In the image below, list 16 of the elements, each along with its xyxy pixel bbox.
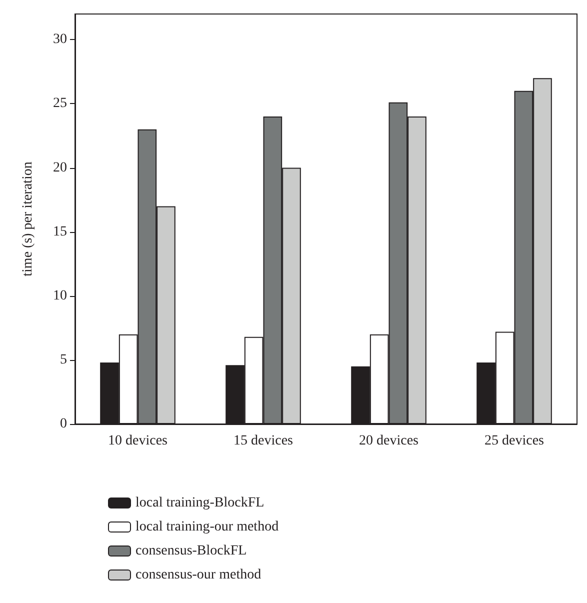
- legend-label: local training-BlockFL: [136, 496, 264, 510]
- y-tick-label: 0: [60, 416, 67, 432]
- y-tick-label: 5: [60, 352, 67, 368]
- x-tick-label: 15 devices: [234, 434, 293, 448]
- y-tick-label: 30: [53, 32, 67, 48]
- legend-label: consensus-BlockFL: [136, 544, 247, 558]
- y-tick-label: 20: [53, 160, 67, 176]
- y-axis-title: time (s) per iteration: [20, 162, 36, 276]
- x-tick-label: 10 devices: [108, 434, 168, 448]
- legend-label: consensus-our method: [136, 568, 262, 582]
- x-tick-label: 20 devices: [359, 434, 418, 448]
- legend-label: local training-our method: [136, 520, 279, 534]
- y-tick-label: 10: [53, 288, 67, 304]
- x-tick-label: 25 devices: [484, 434, 544, 448]
- y-tick-label: 15: [53, 224, 67, 240]
- y-tick-label: 25: [53, 96, 67, 112]
